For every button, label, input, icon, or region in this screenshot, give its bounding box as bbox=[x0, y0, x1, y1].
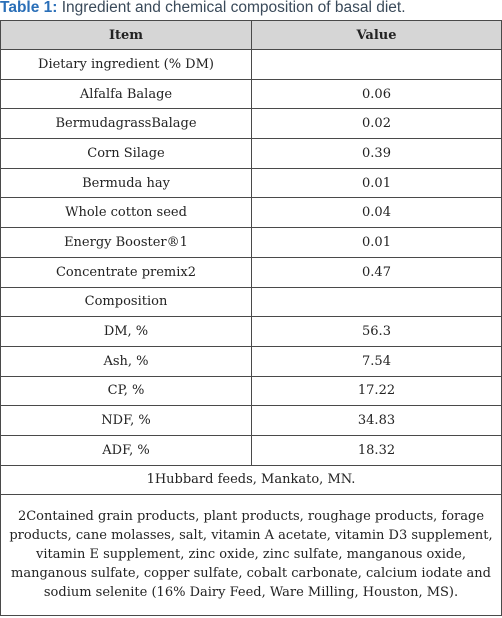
diet-composition-table: Item Value Dietary ingredient (% DM) Alf… bbox=[0, 20, 502, 616]
value-cell: 0.01 bbox=[251, 167, 502, 199]
item-cell: Energy Booster®1 bbox=[0, 227, 252, 258]
table-row: Bermuda hay 0.01 bbox=[0, 167, 502, 199]
table-row: Whole cotton seed 0.04 bbox=[0, 197, 502, 229]
table-row: Ash, % 7.54 bbox=[0, 345, 502, 377]
table-row: Composition bbox=[0, 286, 502, 318]
footnote-row: 1Hubbard feeds, Mankato, MN. bbox=[0, 464, 502, 495]
item-cell: DM, % bbox=[0, 316, 252, 347]
value-cell: 0.04 bbox=[251, 197, 502, 229]
value-cell: 0.02 bbox=[251, 108, 502, 140]
table-row: NDF, % 34.83 bbox=[0, 405, 502, 436]
item-cell: CP, % bbox=[0, 375, 252, 407]
value-cell: 56.3 bbox=[251, 316, 502, 347]
table-row: Alfalfa Balage 0.06 bbox=[0, 78, 502, 110]
value-cell bbox=[251, 286, 502, 318]
value-cell: 0.39 bbox=[251, 138, 502, 169]
item-cell: NDF, % bbox=[0, 405, 252, 436]
table-row: Concentrate premix2 0.47 bbox=[0, 256, 502, 288]
value-cell: 0.01 bbox=[251, 227, 502, 258]
item-cell: Composition bbox=[0, 286, 252, 318]
value-cell bbox=[251, 49, 502, 80]
item-cell: Bermuda hay bbox=[0, 167, 252, 199]
footnote-row: 2Contained grain products, plant product… bbox=[0, 493, 502, 616]
value-cell: 0.06 bbox=[251, 78, 502, 110]
item-cell: BermudagrassBalage bbox=[0, 108, 252, 140]
value-cell: 0.47 bbox=[251, 256, 502, 288]
header-item: Item bbox=[0, 20, 252, 50]
item-cell: Corn Silage bbox=[0, 138, 252, 169]
item-cell: Ash, % bbox=[0, 345, 252, 377]
table-row: BermudagrassBalage 0.02 bbox=[0, 108, 502, 140]
item-cell: Alfalfa Balage bbox=[0, 78, 252, 110]
value-cell: 34.83 bbox=[251, 405, 502, 436]
header-row: Item Value bbox=[0, 20, 502, 50]
table-row: Energy Booster®1 0.01 bbox=[0, 227, 502, 258]
value-cell: 7.54 bbox=[251, 345, 502, 377]
table-label: Table 1: bbox=[0, 0, 58, 16]
table-row: CP, % 17.22 bbox=[0, 375, 502, 407]
header-value: Value bbox=[251, 20, 502, 50]
value-cell: 18.32 bbox=[251, 434, 502, 466]
item-cell: Dietary ingredient (% DM) bbox=[0, 49, 252, 80]
footnote-2: 2Contained grain products, plant product… bbox=[0, 493, 502, 616]
table-row: Corn Silage 0.39 bbox=[0, 138, 502, 169]
table-row: ADF, % 18.32 bbox=[0, 434, 502, 466]
table-caption: Table 1: Ingredient and chemical composi… bbox=[0, 0, 502, 20]
table-title: Ingredient and chemical composition of b… bbox=[57, 0, 406, 16]
footnote-1: 1Hubbard feeds, Mankato, MN. bbox=[0, 464, 502, 495]
item-cell: Whole cotton seed bbox=[0, 197, 252, 229]
item-cell: ADF, % bbox=[0, 434, 252, 466]
item-cell: Concentrate premix2 bbox=[0, 256, 252, 288]
value-cell: 17.22 bbox=[251, 375, 502, 407]
table-row: Dietary ingredient (% DM) bbox=[0, 49, 502, 80]
table-row: DM, % 56.3 bbox=[0, 316, 502, 347]
